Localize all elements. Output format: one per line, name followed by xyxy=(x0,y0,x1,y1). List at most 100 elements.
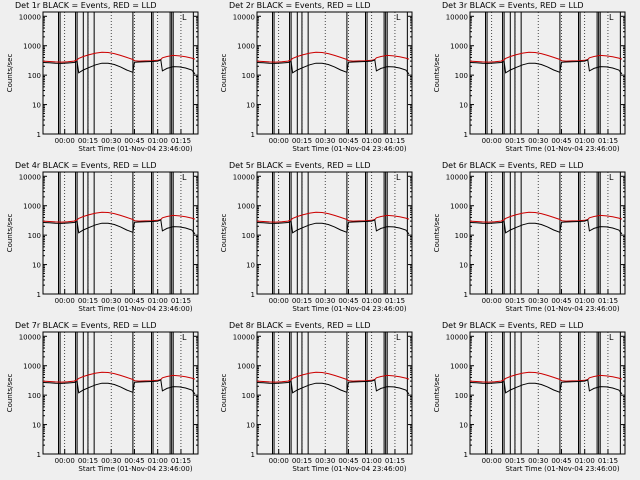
y-tick-label: 10000 xyxy=(446,333,468,341)
x-tick-label: 00:45 xyxy=(338,457,358,465)
series-line-lld xyxy=(469,371,623,383)
x-tick-label: 00:00 xyxy=(269,137,289,145)
x-tick-label: 00:15 xyxy=(78,137,98,145)
x-tick-label: 00:45 xyxy=(338,137,358,145)
x-tick-label: 01:00 xyxy=(148,137,168,145)
x-tick-label: 01:00 xyxy=(575,137,595,145)
y-tick-label: 10 xyxy=(459,262,468,270)
y-tick-label: 1000 xyxy=(450,363,468,371)
x-tick-label: 01:00 xyxy=(148,297,168,305)
y-tick-label: 1000 xyxy=(450,203,468,211)
x-tick-label: 00:45 xyxy=(124,137,144,145)
corner-mark: L xyxy=(396,333,401,342)
x-tick-label: 00:15 xyxy=(505,137,525,145)
series-line-events xyxy=(469,59,623,75)
x-tick-label: 00:15 xyxy=(292,137,312,145)
x-tick-label: 00:45 xyxy=(551,137,571,145)
series-line-events xyxy=(256,59,410,75)
x-axis-label: Start Time (01-Nov-04 23:46:00) xyxy=(505,305,619,313)
y-tick-label: 10 xyxy=(32,262,41,270)
y-axis-label: Counts/sec xyxy=(6,374,14,413)
x-tick-label: 00:15 xyxy=(292,297,312,305)
x-tick-label: 00:00 xyxy=(55,457,75,465)
x-tick-label: 00:45 xyxy=(338,297,358,305)
y-tick-label: 1000 xyxy=(237,363,255,371)
y-tick-label: 1000 xyxy=(23,363,41,371)
x-tick-label: 00:00 xyxy=(269,457,289,465)
y-tick-label: 100 xyxy=(242,232,255,240)
x-tick-label: 01:15 xyxy=(598,137,618,145)
plot-frame xyxy=(469,171,626,295)
series-line-lld xyxy=(42,371,196,383)
x-axis-label: Start Time (01-Nov-04 23:46:00) xyxy=(292,145,406,153)
y-tick-label: 1 xyxy=(464,451,468,459)
y-axis-label: Counts/sec xyxy=(433,214,441,253)
x-tick-label: 00:00 xyxy=(482,137,502,145)
x-tick-label: 01:00 xyxy=(362,137,382,145)
chart-panel-7: Det 7r BLACK = Events, RED = LLD 1 10 100 10… xyxy=(6,321,199,473)
y-tick-label: 1 xyxy=(251,291,255,299)
y-tick-label: 10 xyxy=(246,262,255,270)
x-tick-label: 00:15 xyxy=(505,457,525,465)
series-line-events xyxy=(256,219,410,235)
series-line-lld xyxy=(469,211,623,223)
chart-panel-2: Det 2r BLACK = Events, RED = LLD 1 10 100 10… xyxy=(220,1,413,153)
corner-mark: L xyxy=(182,13,187,22)
chart-title: Det 1r BLACK = Events, RED = LLD xyxy=(15,1,157,10)
y-tick-label: 10 xyxy=(459,102,468,110)
y-tick-label: 100 xyxy=(28,392,41,400)
x-tick-label: 00:45 xyxy=(551,457,571,465)
chart-title: Det 3r BLACK = Events, RED = LLD xyxy=(442,1,584,10)
y-tick-label: 10000 xyxy=(19,13,41,21)
y-axis-label: Counts/sec xyxy=(6,54,14,93)
y-tick-label: 10000 xyxy=(233,333,255,341)
chart-panel-6: Det 6r BLACK = Events, RED = LLD 1 10 100 10… xyxy=(433,161,626,313)
x-tick-label: 00:15 xyxy=(78,297,98,305)
chart-title: Det 4r BLACK = Events, RED = LLD xyxy=(15,161,157,170)
plot-frame xyxy=(256,171,413,295)
y-axis-label: Counts/sec xyxy=(6,214,14,253)
x-tick-label: 01:15 xyxy=(385,457,405,465)
y-tick-label: 1000 xyxy=(237,43,255,51)
x-tick-label: 01:15 xyxy=(385,297,405,305)
chart-panel-9: Det 9r BLACK = Events, RED = LLD 1 10 100 10… xyxy=(433,321,626,473)
y-tick-label: 100 xyxy=(242,392,255,400)
plot-frame xyxy=(256,331,413,455)
x-tick-label: 01:15 xyxy=(598,297,618,305)
x-tick-label: 00:30 xyxy=(528,457,548,465)
x-tick-label: 00:00 xyxy=(482,297,502,305)
x-tick-label: 01:00 xyxy=(575,297,595,305)
x-tick-label: 00:15 xyxy=(78,457,98,465)
chart-title: Det 7r BLACK = Events, RED = LLD xyxy=(15,321,157,330)
y-tick-label: 1 xyxy=(251,451,255,459)
series-line-lld xyxy=(256,51,410,63)
plot-frame xyxy=(469,331,626,455)
x-axis-label: Start Time (01-Nov-04 23:46:00) xyxy=(78,145,192,153)
series-line-events xyxy=(256,379,410,395)
y-tick-label: 1 xyxy=(251,131,255,139)
chart-panel-5: Det 5r BLACK = Events, RED = LLD 1 10 100 10… xyxy=(220,161,413,313)
plot-frame xyxy=(42,11,199,135)
series-line-events xyxy=(42,59,196,75)
series-line-events xyxy=(42,379,196,395)
y-tick-label: 100 xyxy=(455,72,468,80)
x-tick-label: 00:30 xyxy=(528,297,548,305)
y-tick-label: 10000 xyxy=(233,173,255,181)
y-axis-label: Counts/sec xyxy=(433,374,441,413)
chart-title: Det 2r BLACK = Events, RED = LLD xyxy=(229,1,371,10)
x-axis-label: Start Time (01-Nov-04 23:46:00) xyxy=(505,465,619,473)
corner-mark: L xyxy=(396,13,401,22)
y-tick-label: 10000 xyxy=(19,333,41,341)
x-tick-label: 01:15 xyxy=(171,137,191,145)
x-tick-label: 00:00 xyxy=(55,297,75,305)
x-tick-label: 00:45 xyxy=(124,297,144,305)
y-axis-label: Counts/sec xyxy=(433,54,441,93)
x-tick-label: 01:15 xyxy=(171,457,191,465)
y-tick-label: 10 xyxy=(459,422,468,430)
corner-mark: L xyxy=(609,13,614,22)
chart-panel-1: Det 1r BLACK = Events, RED = LLD 1 10 100 10… xyxy=(6,1,199,153)
y-axis-label: Counts/sec xyxy=(220,214,228,253)
corner-mark: L xyxy=(182,333,187,342)
x-tick-label: 01:15 xyxy=(598,457,618,465)
y-tick-label: 1 xyxy=(37,291,41,299)
